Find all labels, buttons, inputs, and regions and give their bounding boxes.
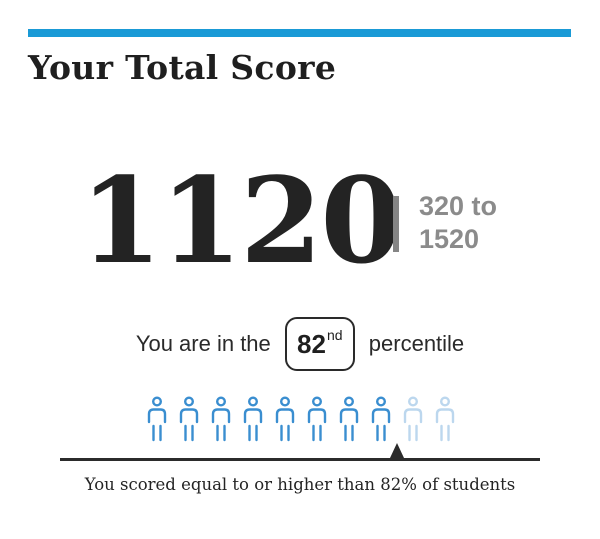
header-accent-bar [28, 29, 571, 37]
person-icon [403, 396, 423, 442]
person-icon [371, 396, 391, 442]
score-range-divider [393, 196, 399, 252]
person-icon [243, 396, 263, 442]
person-icon [211, 396, 231, 442]
percentile-marker [390, 443, 404, 458]
percentile-people-chart [146, 396, 466, 444]
person-icon [435, 396, 455, 442]
score-range: 320 to 1520 [419, 190, 497, 256]
person-icon [307, 396, 327, 442]
person-icon [339, 396, 359, 442]
percentile-number: 82 [297, 329, 326, 359]
card-title: Your Total Score [28, 48, 337, 87]
score-range-low: 320 to [419, 191, 498, 221]
percentile-baseline [60, 458, 540, 461]
total-score-value: 1120 [80, 151, 402, 290]
percentile-label: percentile [368, 331, 465, 356]
person-icon [147, 396, 167, 442]
percentile-summary: You scored equal to or higher than 82% o… [84, 475, 516, 494]
percentile-ordinal: nd [326, 327, 343, 343]
person-icon [179, 396, 199, 442]
score-range-high: 1520 [419, 224, 480, 254]
person-icon [275, 396, 295, 442]
percentile-prefix: You are in the [135, 331, 271, 356]
